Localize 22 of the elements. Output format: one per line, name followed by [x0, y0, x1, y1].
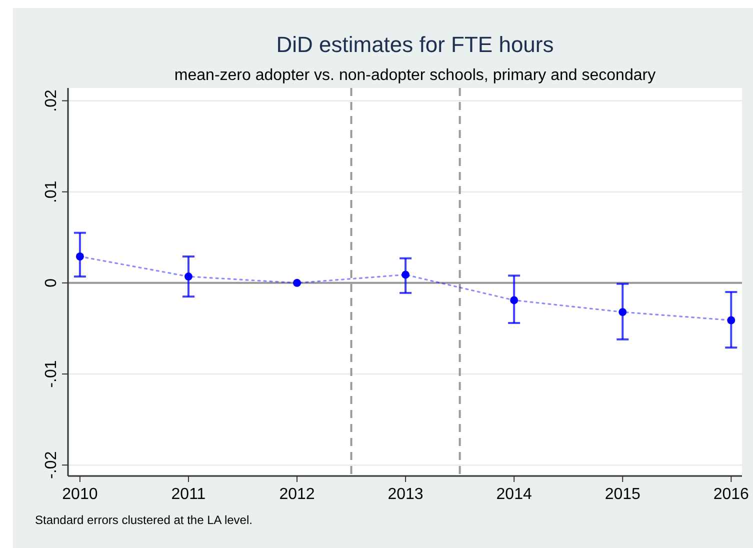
- x-tick-label: 2011: [171, 486, 206, 503]
- x-tick-label: 2010: [62, 486, 98, 503]
- y-tick-label: .02: [43, 90, 60, 112]
- x-tick-label: 2013: [388, 486, 424, 503]
- point: [727, 316, 736, 324]
- point: [510, 296, 518, 304]
- chart-subtitle: mean-zero adopter vs. non-adopter schools, primary and secondary: [174, 67, 656, 84]
- y-tick-label: .01: [43, 180, 60, 203]
- x-tick-label: 2012: [279, 486, 315, 503]
- x-tick-label: 2014: [496, 486, 532, 503]
- point: [293, 278, 301, 287]
- text: Standard errors clustered at the LA level.: [35, 513, 252, 527]
- x-tick-label: 2016: [713, 486, 750, 503]
- point: [184, 272, 192, 281]
- point: [402, 270, 410, 279]
- y-tick-label: -.01: [43, 360, 60, 388]
- point: [618, 308, 627, 316]
- x-tick-label: 2015: [604, 486, 641, 503]
- chart-title: DiD estimates for FTE hours: [276, 32, 554, 57]
- y-tick-label: 0: [43, 278, 60, 288]
- y-tick-label: -.02: [43, 451, 60, 479]
- point: [76, 252, 84, 260]
